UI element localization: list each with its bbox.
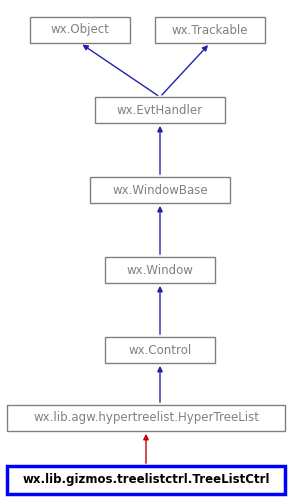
Bar [30, 17, 130, 43]
Bar [105, 337, 215, 363]
Text: wx.Window: wx.Window [127, 264, 194, 277]
Text: wx.lib.agw.hypertreelist.HyperTreeList: wx.lib.agw.hypertreelist.HyperTreeList [33, 411, 259, 424]
Bar [95, 97, 225, 123]
Text: wx.WindowBase: wx.WindowBase [112, 183, 208, 197]
Bar [7, 405, 285, 431]
Bar [7, 466, 285, 494]
Text: wx.Control: wx.Control [128, 344, 192, 356]
Bar [105, 257, 215, 283]
Text: wx.EvtHandler: wx.EvtHandler [117, 103, 203, 116]
Text: wx.Trackable: wx.Trackable [172, 24, 248, 36]
Bar [90, 177, 230, 203]
Text: wx.Object: wx.Object [51, 24, 109, 36]
Text: wx.lib.gizmos.treelistctrl.TreeListCtrl: wx.lib.gizmos.treelistctrl.TreeListCtrl [22, 473, 270, 486]
Bar [155, 17, 265, 43]
